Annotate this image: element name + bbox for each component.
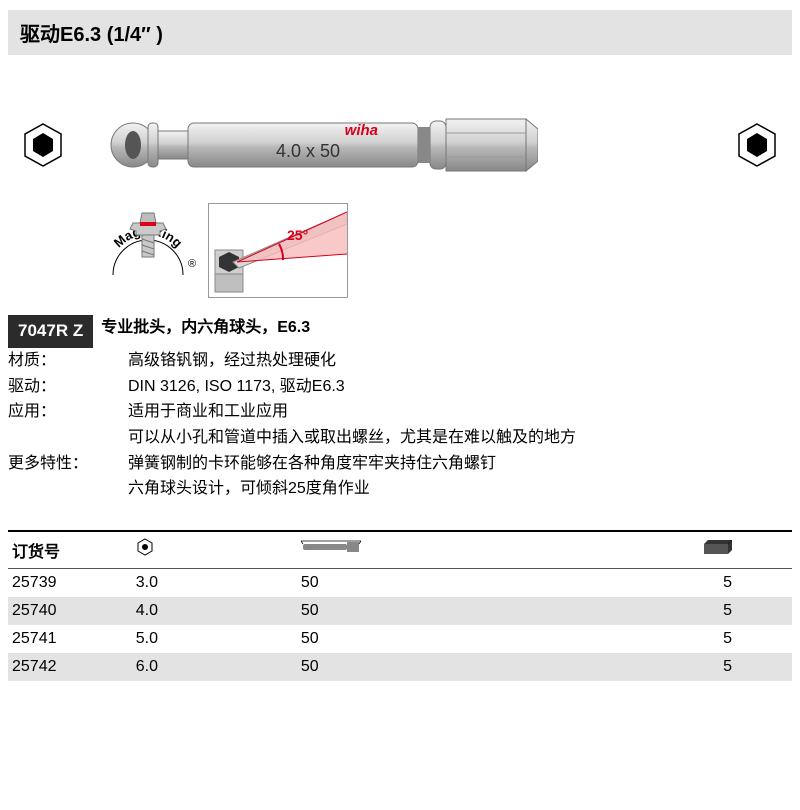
cell-pack: 5	[627, 625, 792, 653]
cell-order: 25741	[8, 625, 132, 653]
hex-icon	[136, 538, 154, 561]
cell-hex: 6.0	[132, 653, 297, 681]
svg-text:25°: 25°	[287, 227, 308, 243]
spec-value: 可以从小孔和管道中插入或取出螺丝，尤其是在难以触及的地方	[128, 425, 792, 451]
spec-row: 材质：高级铬钒钢，经过热处理硬化	[8, 348, 792, 374]
model-headline: 专业批头，内六角球头，E6.3	[101, 315, 310, 348]
spec-value: DIN 3126, ISO 1173, 驱动E6.3	[128, 374, 792, 400]
table-row: 257426.0505	[8, 653, 792, 681]
cell-order: 25739	[8, 568, 132, 597]
spec-value: 适用于商业和工业应用	[128, 399, 792, 425]
th-hex-icon	[132, 532, 297, 569]
table-row: 257404.0505	[8, 597, 792, 625]
cell-pack: 5	[627, 597, 792, 625]
spec-row: 更多特性：弹簧钢制的卡环能够在各种角度牢牢夹持住六角螺钉	[8, 451, 792, 477]
cell-hex: 3.0	[132, 568, 297, 597]
brand-logo: wiha	[345, 122, 378, 139]
th-order: 订货号	[8, 532, 132, 569]
spec-row: 可以从小孔和管道中插入或取出螺丝，尤其是在难以触及的地方	[8, 425, 792, 451]
spec-label	[8, 425, 128, 451]
spec-row: 六角球头设计，可倾斜25度角作业	[8, 476, 792, 502]
table-row: 257393.0505	[8, 568, 792, 597]
bit-length-icon	[301, 540, 361, 559]
cell-length: 50	[297, 625, 627, 653]
magicring-logo: MagicRing ®	[98, 205, 198, 295]
th-pack-icon	[627, 532, 792, 569]
package-icon	[704, 540, 732, 559]
table-row: 257415.0505	[8, 625, 792, 653]
model-code-badge: 7047R Z	[8, 315, 93, 348]
model-headline-row: 7047R Z 专业批头，内六角球头，E6.3	[8, 315, 792, 348]
cell-pack: 5	[627, 653, 792, 681]
spec-row: 驱动：DIN 3126, ISO 1173, 驱动E6.3	[8, 374, 792, 400]
spec-label: 材质：	[8, 348, 128, 374]
product-bit-illustration: wiha 4.0 x 50	[108, 95, 538, 195]
table-header-row: 订货号	[8, 532, 792, 569]
bit-size-label: 4.0 x 50	[276, 141, 340, 161]
spec-value: 弹簧钢制的卡环能够在各种角度牢牢夹持住六角螺钉	[128, 451, 792, 477]
cell-hex: 5.0	[132, 625, 297, 653]
cell-hex: 4.0	[132, 597, 297, 625]
spec-block: 7047R Z 专业批头，内六角球头，E6.3 材质：高级铬钒钢，经过热处理硬化…	[8, 315, 792, 502]
th-length-icon	[297, 532, 627, 569]
hero-area: wiha 4.0 x 50 MagicRing ®	[8, 85, 792, 305]
cell-order: 25740	[8, 597, 132, 625]
spec-label: 更多特性：	[8, 451, 128, 477]
cell-length: 50	[297, 568, 627, 597]
spec-label: 应用：	[8, 399, 128, 425]
spec-label: 驱动：	[8, 374, 128, 400]
cell-length: 50	[297, 653, 627, 681]
page-title: 驱动E6.3 (1/4″ )	[8, 10, 792, 55]
svg-text:®: ®	[188, 258, 196, 270]
order-table: 订货号	[8, 532, 792, 681]
hex-drive-icon	[18, 120, 68, 175]
hex-drive-icon	[732, 120, 782, 175]
angle-illustration: 25°	[208, 203, 348, 298]
cell-pack: 5	[627, 568, 792, 597]
cell-length: 50	[297, 597, 627, 625]
cell-order: 25742	[8, 653, 132, 681]
spec-row: 应用：适用于商业和工业应用	[8, 399, 792, 425]
spec-value: 六角球头设计，可倾斜25度角作业	[128, 476, 792, 502]
spec-value: 高级铬钒钢，经过热处理硬化	[128, 348, 792, 374]
spec-label	[8, 476, 128, 502]
